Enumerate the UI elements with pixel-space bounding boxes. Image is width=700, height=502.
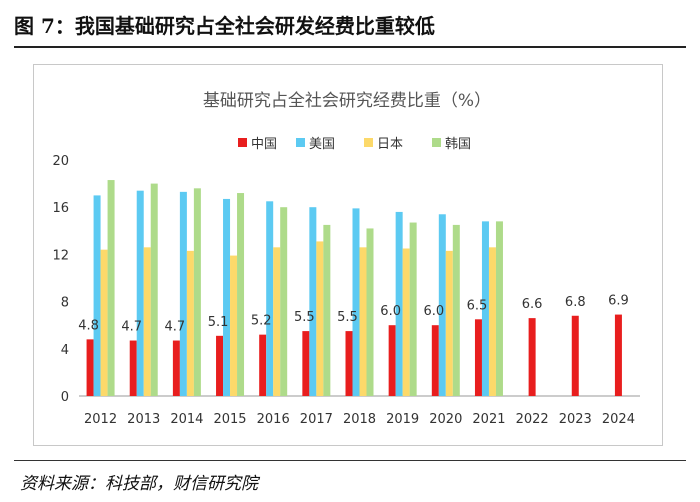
legend-label: 中国 bbox=[251, 137, 277, 152]
x-tick-label: 2020 bbox=[429, 412, 462, 427]
bar-中国-2015 bbox=[216, 335, 224, 396]
legend-label: 日本 bbox=[377, 137, 403, 152]
data-label-2015: 5.1 bbox=[208, 315, 229, 330]
bar-韩国-2015 bbox=[237, 193, 245, 396]
bar-韩国-2021 bbox=[495, 221, 503, 396]
y-tick-label: 12 bbox=[52, 248, 69, 263]
data-label-2017: 5.5 bbox=[294, 310, 315, 325]
x-tick-label: 2022 bbox=[516, 412, 549, 427]
x-tick-label: 2023 bbox=[559, 412, 592, 427]
bar-中国-2019 bbox=[388, 325, 396, 396]
y-tick-label: 16 bbox=[52, 201, 69, 216]
bar-美国-2018 bbox=[352, 208, 360, 396]
bar-中国-2014 bbox=[172, 340, 180, 396]
bar-中国-2021 bbox=[474, 319, 482, 396]
bar-中国-2013 bbox=[129, 340, 137, 396]
bar-韩国-2013 bbox=[150, 183, 158, 396]
bar-韩国-2017 bbox=[323, 224, 331, 396]
y-tick-label: 0 bbox=[61, 390, 69, 405]
y-tick-label: 4 bbox=[61, 343, 69, 358]
bar-美国-2020 bbox=[438, 214, 446, 396]
x-tick-label: 2018 bbox=[343, 412, 376, 427]
bar-美国-2013 bbox=[136, 190, 144, 396]
data-label-2014: 4.7 bbox=[165, 320, 186, 335]
bar-美国-2014 bbox=[179, 191, 187, 396]
data-label-2022: 6.6 bbox=[522, 297, 543, 312]
legend-item-日本: 日本 bbox=[364, 137, 403, 152]
data-label-2019: 6.0 bbox=[380, 304, 401, 319]
bar-韩国-2019 bbox=[409, 222, 417, 396]
bar-美国-2016 bbox=[266, 201, 274, 396]
bar-中国-2022 bbox=[528, 318, 536, 396]
bar-中国-2016 bbox=[259, 334, 267, 396]
data-label-2018: 5.5 bbox=[337, 310, 358, 325]
bar-美国-2015 bbox=[223, 198, 231, 396]
data-label-2012: 4.8 bbox=[78, 318, 99, 333]
bar-日本-2020 bbox=[445, 250, 453, 396]
bar-日本-2012 bbox=[100, 249, 108, 396]
bar-日本-2016 bbox=[273, 247, 281, 396]
x-tick-label: 2021 bbox=[472, 412, 505, 427]
legend-item-美国: 美国 bbox=[296, 137, 335, 152]
bars bbox=[86, 180, 622, 396]
title-rule bbox=[14, 46, 686, 48]
legend-swatch bbox=[296, 138, 305, 147]
x-tick-label: 2016 bbox=[257, 412, 290, 427]
x-tick-label: 2024 bbox=[602, 412, 635, 427]
x-tick-label: 2015 bbox=[213, 412, 246, 427]
legend-label: 韩国 bbox=[445, 137, 471, 152]
data-label-2013: 4.7 bbox=[121, 320, 142, 335]
data-label-2020: 6.0 bbox=[423, 304, 444, 319]
legend-swatch bbox=[238, 138, 247, 147]
legend-item-中国: 中国 bbox=[238, 137, 277, 152]
chart-title: 基础研究占全社会研究经费比重（%） bbox=[203, 91, 491, 111]
bar-美国-2021 bbox=[481, 221, 489, 396]
figure-title: 图 7：我国基础研究占全社会研发经费比重较低 bbox=[14, 14, 435, 38]
source-note: 资料来源：科技部，财信研究院 bbox=[20, 474, 258, 494]
bar-中国-2024 bbox=[614, 314, 622, 396]
bar-韩国-2014 bbox=[193, 188, 201, 396]
bar-日本-2017 bbox=[316, 241, 324, 396]
legend-swatch bbox=[364, 138, 373, 147]
bar-日本-2018 bbox=[359, 247, 367, 396]
data-label-2021: 6.5 bbox=[467, 298, 488, 313]
x-tick-label: 2019 bbox=[386, 412, 419, 427]
bar-美国-2019 bbox=[395, 211, 403, 396]
bar-日本-2013 bbox=[143, 247, 151, 396]
data-label-2016: 5.2 bbox=[251, 314, 272, 329]
bar-日本-2021 bbox=[488, 247, 496, 396]
y-tick-label: 8 bbox=[61, 296, 69, 311]
bar-韩国-2018 bbox=[366, 228, 374, 396]
bar-中国-2018 bbox=[345, 331, 353, 396]
data-label-2023: 6.8 bbox=[565, 295, 586, 310]
bar-中国-2012 bbox=[86, 339, 94, 396]
bar-美国-2017 bbox=[309, 207, 317, 396]
legend-swatch bbox=[432, 138, 441, 147]
legend-item-韩国: 韩国 bbox=[432, 137, 471, 152]
x-tick-label: 2012 bbox=[84, 412, 117, 427]
bar-韩国-2016 bbox=[280, 207, 288, 396]
x-tick-label: 2017 bbox=[300, 412, 333, 427]
bar-韩国-2020 bbox=[452, 224, 460, 396]
legend-label: 美国 bbox=[309, 137, 335, 152]
bar-日本-2019 bbox=[402, 248, 410, 396]
y-tick-label: 20 bbox=[52, 154, 69, 169]
bar-日本-2014 bbox=[186, 250, 194, 396]
data-labels: 4.8 4.7 4.7 5.1 5.2 5.5 5.5 6.0 6.0 6.5 6.6 6.8 6.9 bbox=[78, 294, 629, 335]
bar-韩国-2012 bbox=[107, 180, 115, 396]
bar-中国-2017 bbox=[302, 331, 310, 396]
y-axis: 0 4 8 12 16 20 bbox=[52, 154, 69, 405]
bar-美国-2012 bbox=[93, 195, 101, 396]
x-axis: 2012 2013 2014 2015 2016 2017 2018 2019 2020 2021… bbox=[79, 395, 640, 427]
data-label-2024: 6.9 bbox=[608, 294, 629, 309]
source-rule bbox=[14, 460, 686, 461]
x-tick-label: 2014 bbox=[170, 412, 203, 427]
bar-中国-2023 bbox=[571, 315, 579, 396]
legend: 中国 美国 日本 韩国 bbox=[238, 137, 471, 152]
x-tick-label: 2013 bbox=[127, 412, 160, 427]
bar-日本-2015 bbox=[230, 255, 238, 396]
bar-中国-2020 bbox=[431, 325, 439, 396]
